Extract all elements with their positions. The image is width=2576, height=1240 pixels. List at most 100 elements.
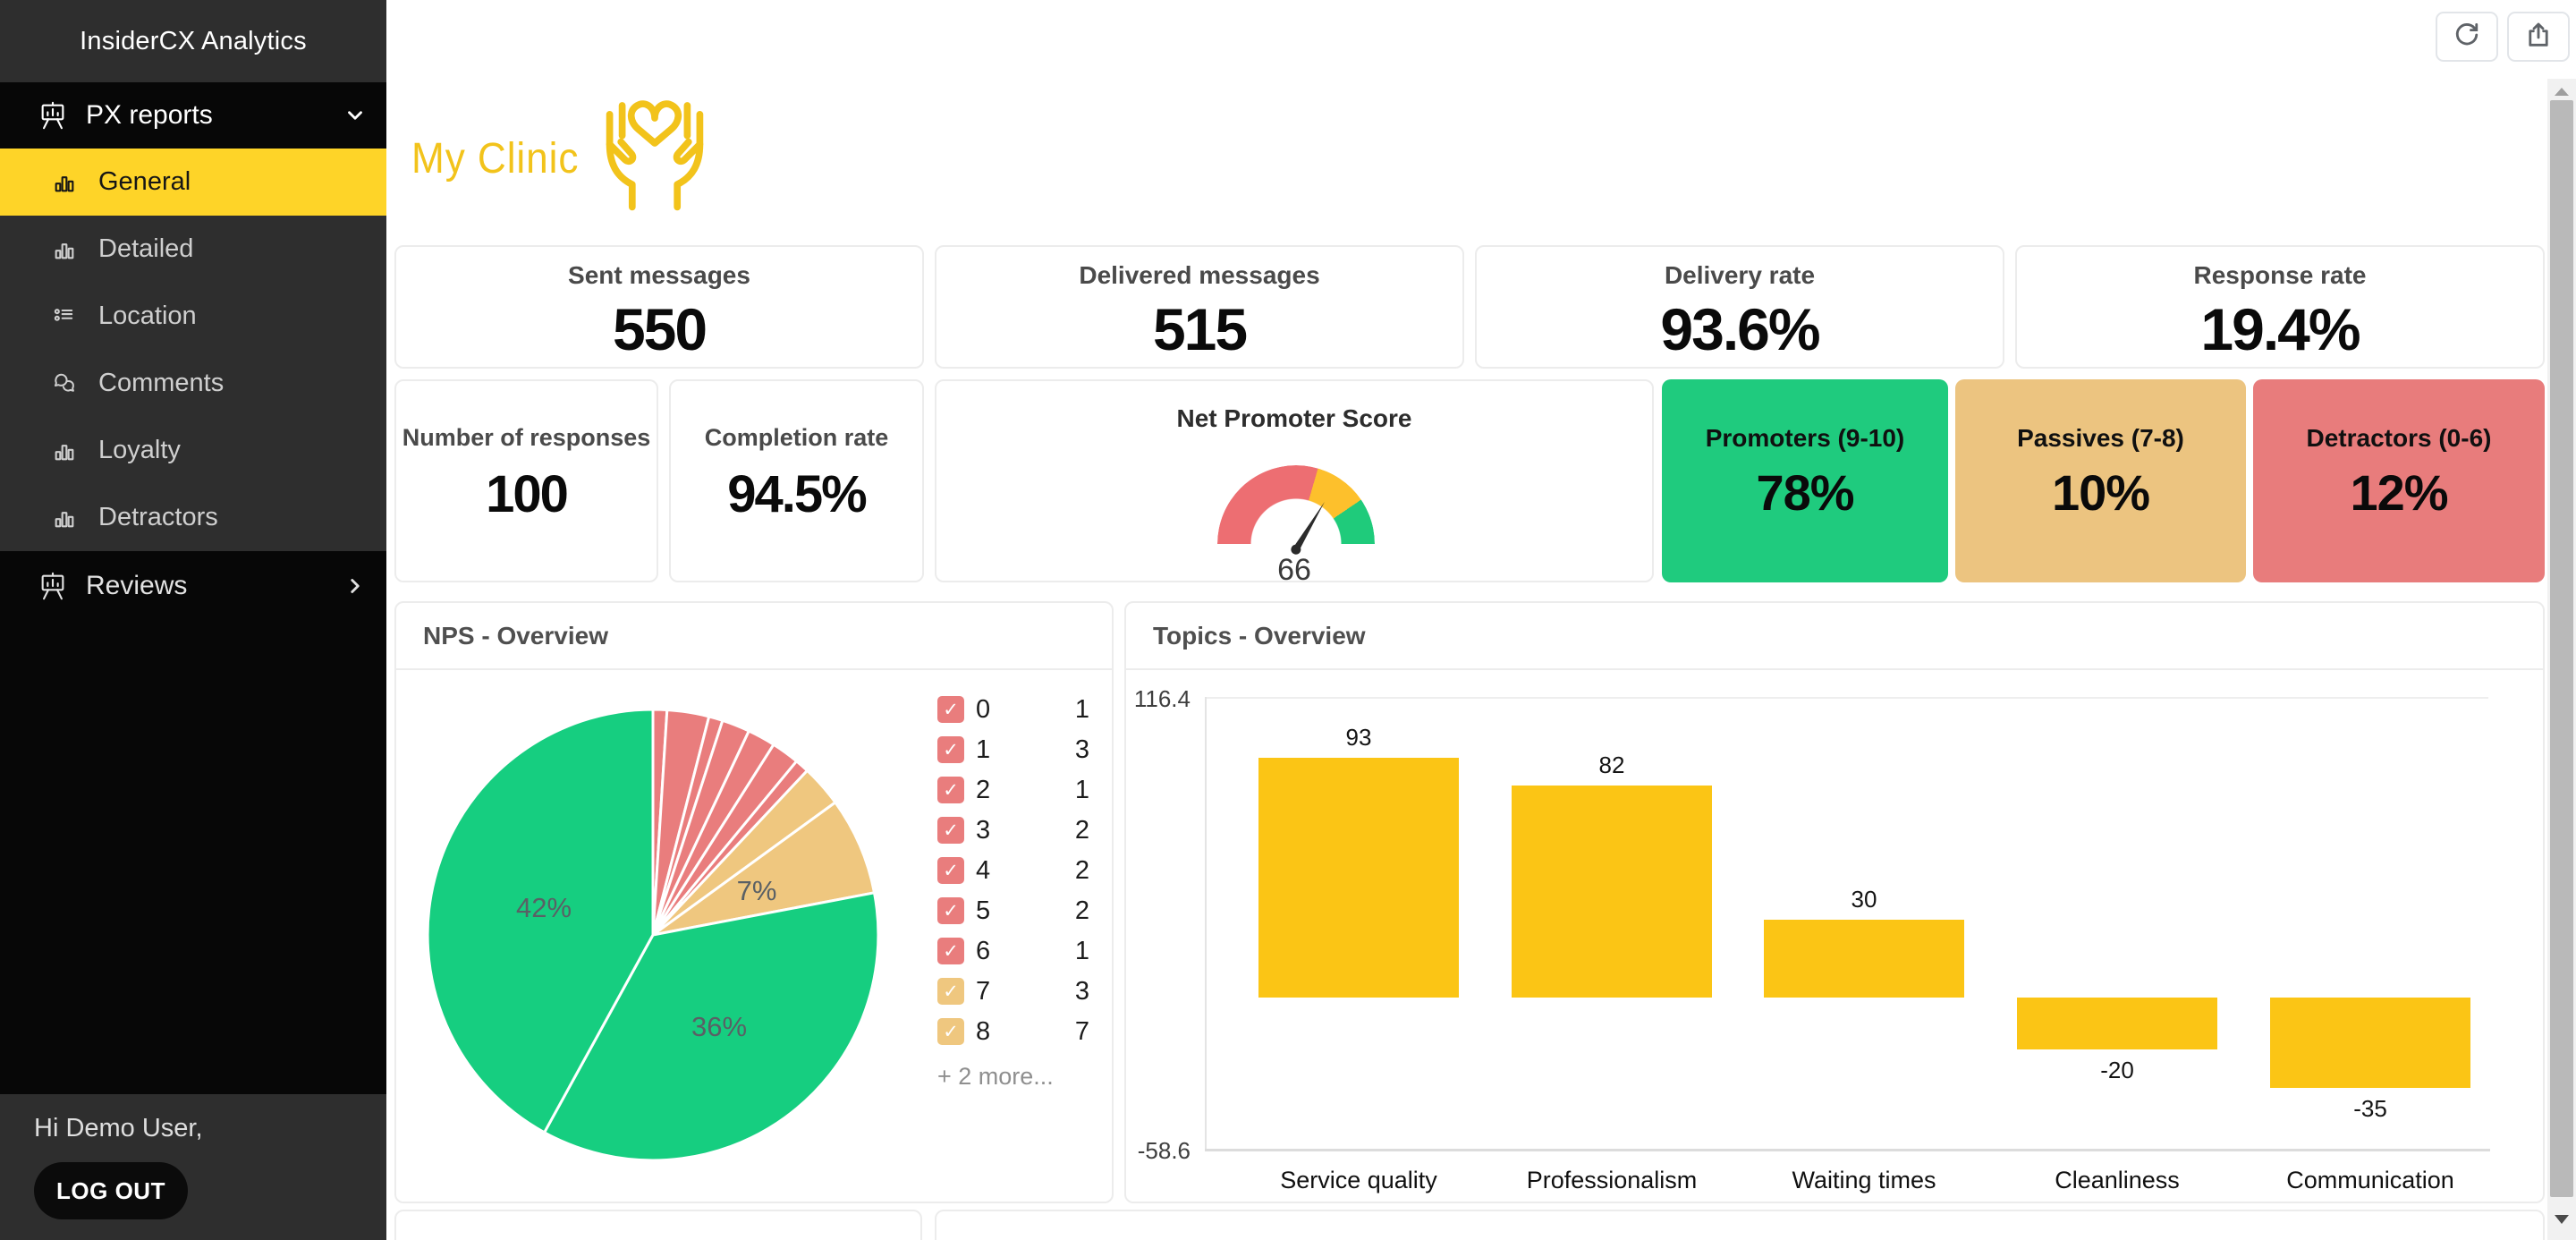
- sidebar-item-label: Comments: [98, 369, 225, 397]
- y-axis-min-label: -58.6: [1137, 1137, 1191, 1164]
- bar-value-label: 30: [1851, 886, 1877, 913]
- legend-checkbox[interactable]: ✓: [937, 736, 964, 763]
- scrollbar-up-arrow[interactable]: [2555, 88, 2569, 96]
- bar-cleanliness[interactable]: [2017, 998, 2217, 1049]
- topics-overview-title: Topics - Overview: [1126, 603, 2543, 670]
- nps-pie-chart: 7% 36% 42%: [426, 708, 880, 1162]
- pie-slice-label: 36%: [691, 1011, 747, 1042]
- bar-communication[interactable]: [2270, 998, 2470, 1088]
- legend-label: 2: [976, 775, 991, 804]
- legend-count: 2: [1074, 855, 1089, 885]
- legend-label: 0: [976, 694, 991, 724]
- legend-checkbox[interactable]: ✓: [937, 938, 964, 964]
- x-axis-category-label: Professionalism: [1526, 1167, 1698, 1193]
- legend-label: 5: [976, 896, 991, 925]
- sidebar-item-detailed[interactable]: Detailed: [0, 216, 386, 283]
- sidebar-section-label: PX reports: [86, 100, 213, 130]
- y-axis-max-label: 116.4: [1133, 685, 1191, 712]
- legend-row-4: ✓ 4 2: [937, 854, 1089, 887]
- legend-row-7: ✓ 7 3: [937, 975, 1089, 1007]
- legend-label: 8: [976, 1016, 991, 1046]
- sidebar-section-reviews[interactable]: Reviews: [0, 551, 386, 621]
- legend-count: 3: [1074, 735, 1089, 764]
- topics-overview-panel: Topics - Overview 116.4 -58.6 93 Service …: [1124, 601, 2545, 1203]
- chart-top-gridline: [1205, 697, 2488, 699]
- hands-heart-icon: [580, 81, 730, 224]
- legend-label: 7: [976, 976, 991, 1006]
- bar-service-quality[interactable]: [1258, 758, 1459, 998]
- kpi-card-completion-rate: Completion rate 94.5%: [669, 379, 924, 582]
- legend-row-6: ✓ 6 1: [937, 935, 1089, 967]
- bar-chart-icon: [52, 438, 77, 463]
- export-button[interactable]: [2507, 12, 2570, 62]
- legend-checkbox[interactable]: ✓: [937, 897, 964, 924]
- sidebar-menu: General Detailed Location Comments Loyalty De…: [0, 149, 386, 551]
- sidebar-item-detractors[interactable]: Detractors: [0, 484, 386, 551]
- kpi-card-response-rate: Response rate 19.4%: [2015, 245, 2545, 369]
- kpi-value: 19.4%: [2200, 296, 2360, 362]
- scrollbar-down-arrow[interactable]: [2555, 1215, 2569, 1224]
- user-greeting: Hi Demo User,: [34, 1114, 203, 1142]
- bar-chart-icon: [52, 237, 77, 262]
- nps-overview-panel: NPS - Overview 7% 36% 42% ✓ 0 1 ✓ 1 3 ✓ 2 1 ✓ 3 2 ✓ 4 2 ✓…: [394, 601, 1114, 1203]
- kpi-label: Completion rate: [704, 424, 889, 451]
- sidebar: InsiderCX Analytics PX reports General De…: [0, 0, 386, 1240]
- kpi-card-number-of-responses: Number of responses 100: [394, 379, 658, 582]
- pie-slice-9[interactable]: [543, 891, 880, 1162]
- bar-waiting-times[interactable]: [1764, 920, 1964, 998]
- legend-checkbox[interactable]: ✓: [937, 857, 964, 884]
- legend-checkbox[interactable]: ✓: [937, 817, 964, 844]
- legend-row-3: ✓ 3 2: [937, 814, 1089, 846]
- kpi-label: Delivery rate: [1664, 261, 1816, 289]
- legend-count: 3: [1074, 976, 1089, 1006]
- legend-checkbox[interactable]: ✓: [937, 696, 964, 723]
- segment-label: Passives (7-8): [2017, 424, 2184, 452]
- kpi-value: 550: [612, 296, 708, 362]
- sidebar-item-comments[interactable]: Comments: [0, 350, 386, 417]
- bar-chart-icon: [52, 170, 77, 195]
- kpi-value: 100: [486, 465, 569, 523]
- kpi-label: Sent messages: [568, 261, 750, 289]
- sidebar-item-label: Location: [98, 302, 197, 330]
- segment-label: Promoters (9-10): [1705, 424, 1905, 452]
- sidebar-section-px-reports[interactable]: PX reports: [0, 82, 386, 149]
- legend-more-link[interactable]: + 2 more...: [937, 1063, 1054, 1090]
- refresh-button[interactable]: [2436, 12, 2498, 62]
- bar-professionalism[interactable]: [1512, 786, 1712, 998]
- partial-panel-left: [394, 1210, 922, 1240]
- sidebar-item-label: Detailed: [98, 234, 194, 263]
- x-axis-category-label: Service quality: [1280, 1167, 1437, 1193]
- legend-label: 6: [976, 936, 991, 965]
- sidebar-footer: Hi Demo User, LOG OUT: [0, 1094, 386, 1240]
- legend-count: 2: [1074, 896, 1089, 925]
- sidebar-item-label: General: [98, 167, 191, 196]
- sidebar-item-label: Detractors: [98, 503, 218, 531]
- bar-chart-icon: [52, 505, 77, 531]
- sidebar-item-general[interactable]: General: [0, 149, 386, 216]
- pie-slice-10[interactable]: [426, 708, 655, 1134]
- legend-checkbox[interactable]: ✓: [937, 978, 964, 1005]
- legend-checkbox[interactable]: ✓: [937, 777, 964, 803]
- legend-count: 1: [1074, 936, 1089, 965]
- legend-count: 7: [1074, 1016, 1089, 1046]
- scrollbar-thumb[interactable]: [2550, 100, 2573, 1197]
- chart-y-axis-line: [1205, 697, 1207, 1149]
- export-share-icon: [2523, 20, 2554, 55]
- pie-slice-label: 42%: [516, 892, 572, 923]
- pie-slice-label: 7%: [737, 875, 777, 906]
- legend-checkbox[interactable]: ✓: [937, 1018, 964, 1045]
- kpi-card-sent-messages: Sent messages 550: [394, 245, 924, 369]
- sidebar-item-loyalty[interactable]: Loyalty: [0, 417, 386, 484]
- nps-gauge: [1217, 465, 1375, 555]
- segment-card-detractors: Detractors (0-6) 12%: [2253, 379, 2545, 582]
- kpi-card-delivery-rate: Delivery rate 93.6%: [1475, 245, 2004, 369]
- logout-button[interactable]: LOG OUT: [34, 1162, 188, 1219]
- x-axis-category-label: Waiting times: [1792, 1167, 1936, 1193]
- pie-slice-8[interactable]: [651, 801, 876, 937]
- segment-value: 12%: [2350, 464, 2448, 521]
- sidebar-item-location[interactable]: Location: [0, 283, 386, 350]
- nps-gauge-card: Net Promoter Score 66: [935, 379, 1654, 587]
- kpi-label: Delivered messages: [1079, 261, 1320, 289]
- x-axis-category-label: Communication: [2286, 1167, 2454, 1193]
